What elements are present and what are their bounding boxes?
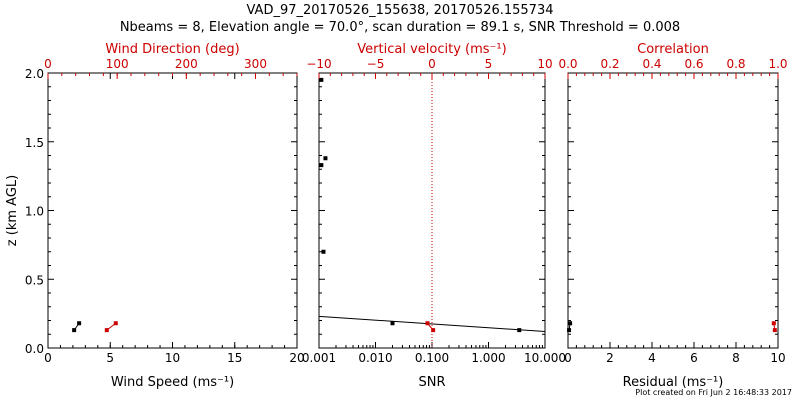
top-tick-label: 1.0 <box>768 57 787 71</box>
top-tick-label: 0 <box>428 57 436 71</box>
x-tick-label: 8 <box>732 351 740 365</box>
data-point <box>425 321 430 326</box>
top-axis-label: Wind Direction (deg) <box>105 42 239 57</box>
data-point <box>771 321 776 326</box>
y-tick-label: 0.0 <box>25 342 44 356</box>
data-point <box>104 328 109 333</box>
top-tick-label: 300 <box>244 57 267 71</box>
top-axis-label: Vertical velocity (ms⁻¹) <box>357 42 506 57</box>
x-tick-label: 10.000 <box>524 351 566 365</box>
x-axis-label: Wind Speed (ms⁻¹) <box>111 375 234 390</box>
x-tick-label: 6 <box>690 351 698 365</box>
top-tick-label: 0.2 <box>600 57 619 71</box>
x-tick-label: 1.000 <box>471 351 505 365</box>
y-axis-label: z (km AGL) <box>5 175 20 246</box>
x-tick-label: 5 <box>106 351 114 365</box>
top-axis-label: Correlation <box>637 42 709 57</box>
top-tick-label: 0.6 <box>684 57 703 71</box>
x-axis-label: SNR <box>418 375 445 390</box>
top-tick-label: 0.0 <box>558 57 577 71</box>
x-tick-label: 0.001 <box>302 351 336 365</box>
data-point <box>431 328 436 333</box>
y-tick-label: 1.5 <box>25 136 44 150</box>
data-point <box>772 328 777 333</box>
panel-frame-3 <box>567 72 779 349</box>
y-tick-label: 2.0 <box>25 67 44 81</box>
panel-frame-2 <box>318 72 546 349</box>
x-tick-label: 20 <box>289 351 304 365</box>
top-tick-label: 0.4 <box>642 57 661 71</box>
panel-frame-1 <box>47 72 298 349</box>
top-tick-label: 200 <box>175 57 198 71</box>
data-point <box>319 163 324 168</box>
top-tick-label: 100 <box>106 57 129 71</box>
data-point <box>72 328 77 333</box>
x-tick-label: 4 <box>648 351 656 365</box>
x-tick-label: 15 <box>227 351 242 365</box>
x-tick-label: 0 <box>564 351 572 365</box>
top-tick-label: −5 <box>367 57 385 71</box>
data-point <box>113 321 118 326</box>
y-tick-label: 0.5 <box>25 273 44 287</box>
top-tick-label: 0.8 <box>726 57 745 71</box>
data-point <box>567 328 572 333</box>
data-point <box>323 156 328 161</box>
data-point <box>568 321 573 326</box>
top-tick-label: 5 <box>485 57 493 71</box>
top-tick-label: 10 <box>537 57 552 71</box>
x-tick-label: 0 <box>44 351 52 365</box>
x-tick-label: 2 <box>606 351 614 365</box>
x-tick-label: 0.100 <box>415 351 449 365</box>
x-axis-label: Residual (ms⁻¹) <box>623 375 724 390</box>
y-tick-label: 1.0 <box>25 205 44 219</box>
data-point <box>321 249 326 254</box>
data-point <box>77 321 82 326</box>
data-point <box>319 77 324 82</box>
series-line-2-2 <box>318 315 546 332</box>
chart-title: VAD_97_20170526_155638, 20170526.155734 <box>246 3 554 18</box>
x-tick-label: 0.010 <box>358 351 392 365</box>
top-tick-label: −10 <box>306 57 331 71</box>
chart-subtitle: Nbeams = 8, Elevation angle = 70.0°, sca… <box>119 20 681 35</box>
x-tick-label: 10 <box>770 351 785 365</box>
top-tick-label: 0 <box>44 57 52 71</box>
plot-footer: Plot created on Fri Jun 2 16:48:33 2017 <box>635 388 792 397</box>
data-point <box>390 321 395 326</box>
x-tick-label: 10 <box>165 351 180 365</box>
